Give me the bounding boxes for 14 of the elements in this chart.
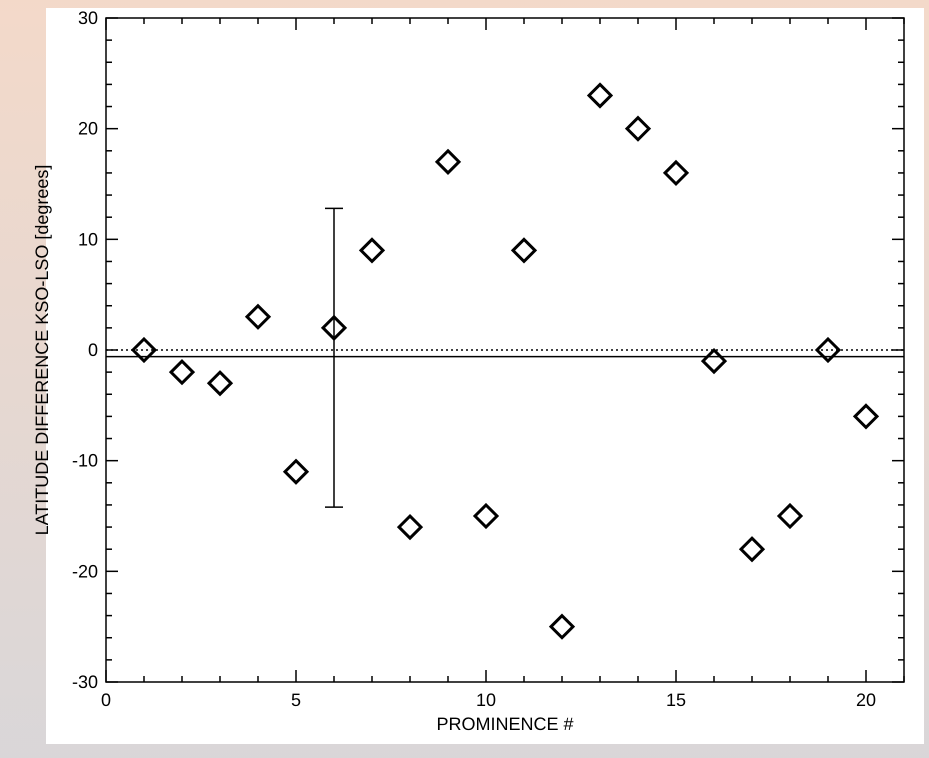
y-tick-label: -30	[72, 672, 98, 692]
x-axis-title: PROMINENCE #	[436, 714, 574, 734]
y-tick-label: -20	[72, 561, 98, 582]
y-tick-label: -10	[72, 450, 98, 471]
x-tick-label: 0	[100, 690, 112, 710]
y-tick-label: 0	[88, 340, 98, 360]
y-tick-label: 20	[78, 118, 98, 139]
x-tick-label: 10	[476, 690, 496, 710]
y-axis-title: LATITUDE DIFFERENCE KSO-LSO [degrees]	[32, 164, 52, 536]
x-tick-label: 20	[856, 690, 876, 710]
y-tick-label: 30	[78, 8, 98, 28]
x-tick-label: 5	[290, 690, 302, 710]
x-tick-label: 15	[666, 690, 686, 710]
y-tick-label: 10	[78, 229, 98, 250]
